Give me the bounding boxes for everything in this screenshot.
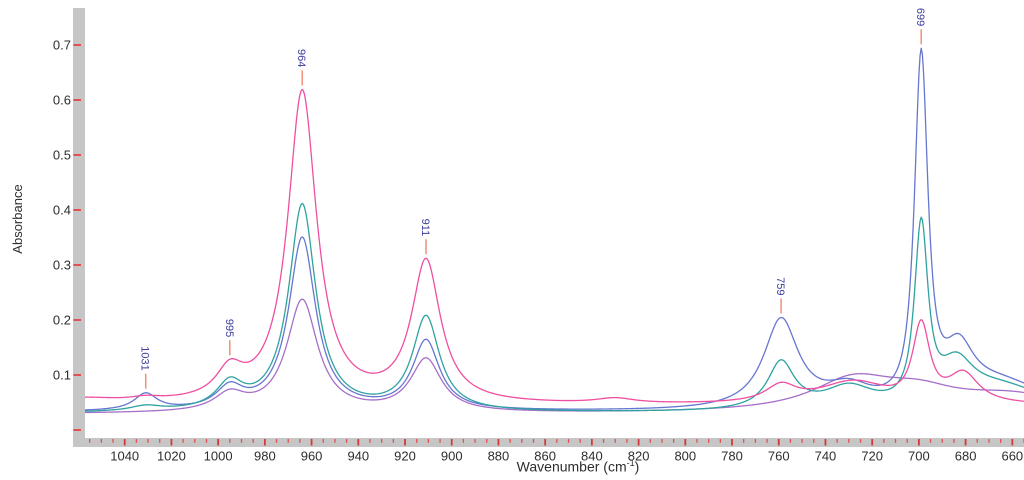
x-axis-bar xyxy=(73,438,1024,447)
x-tick-label: 660 xyxy=(1001,449,1023,464)
x-tick-label: 740 xyxy=(815,449,837,464)
x-tick-label: 760 xyxy=(768,449,790,464)
peak-label-1031: 1031 xyxy=(139,346,151,370)
series-teal-curve xyxy=(85,202,1024,412)
x-tick-label: 920 xyxy=(394,449,416,464)
y-tick-label: 0.4 xyxy=(53,203,71,218)
x-tick-label: 720 xyxy=(861,449,883,464)
y-tick-label: 0.5 xyxy=(53,148,71,163)
y-axis-title: Absorbance xyxy=(10,184,25,254)
x-axis-title-text: Wavenumber (cm xyxy=(516,458,627,475)
x-tick-label: 840 xyxy=(581,449,603,464)
series-purple-curve xyxy=(85,298,1024,414)
y-axis-ticks: 0.1 0.2 0.3 0.4 0.5 0.6 0.7 xyxy=(53,38,81,431)
x-tick-label: 820 xyxy=(628,449,650,464)
x-axis-major-ticks: 1040 1020 1000 980 960 940 920 900 880 860 840 820 8… xyxy=(110,439,1023,464)
spectra-curves xyxy=(85,47,1024,414)
x-tick-label: 880 xyxy=(488,449,510,464)
series-pink-curve xyxy=(85,88,1024,403)
peak-label-995: 995 xyxy=(223,319,235,337)
x-tick-label: 960 xyxy=(301,449,323,464)
y-tick-label: 0.3 xyxy=(53,258,71,273)
x-tick-label: 1040 xyxy=(110,449,139,464)
x-tick-label: 1020 xyxy=(157,449,186,464)
x-axis-title-superscript: -1 xyxy=(626,458,635,468)
x-tick-label: 860 xyxy=(534,449,556,464)
series-blue-curve xyxy=(85,47,1024,411)
peak-label-759: 759 xyxy=(774,277,786,295)
x-tick-label: 980 xyxy=(254,449,276,464)
x-axis-title-close: ) xyxy=(634,458,640,475)
x-tick-label: 780 xyxy=(721,449,743,464)
x-tick-label: 800 xyxy=(674,449,696,464)
x-axis-minor-ticks xyxy=(89,439,1024,443)
y-tick-label: 0.7 xyxy=(53,38,71,53)
y-tick-label: 0.6 xyxy=(53,93,71,108)
y-axis-bar xyxy=(73,8,85,447)
y-tick-label: 0.1 xyxy=(53,368,71,383)
peak-label-964: 964 xyxy=(295,49,307,67)
x-tick-label: 680 xyxy=(955,449,977,464)
x-tick-label: 1000 xyxy=(204,449,233,464)
x-axis-title: Wavenumber (cm-1) xyxy=(450,458,706,475)
y-tick-label: 0.2 xyxy=(53,313,71,328)
peak-annotations: 1031 995 964 911 759 699 xyxy=(139,8,926,389)
peak-label-699: 699 xyxy=(914,8,926,26)
x-tick-label: 940 xyxy=(347,449,369,464)
x-tick-label: 900 xyxy=(441,449,463,464)
peak-label-911: 911 xyxy=(419,219,431,237)
x-tick-label: 700 xyxy=(908,449,930,464)
